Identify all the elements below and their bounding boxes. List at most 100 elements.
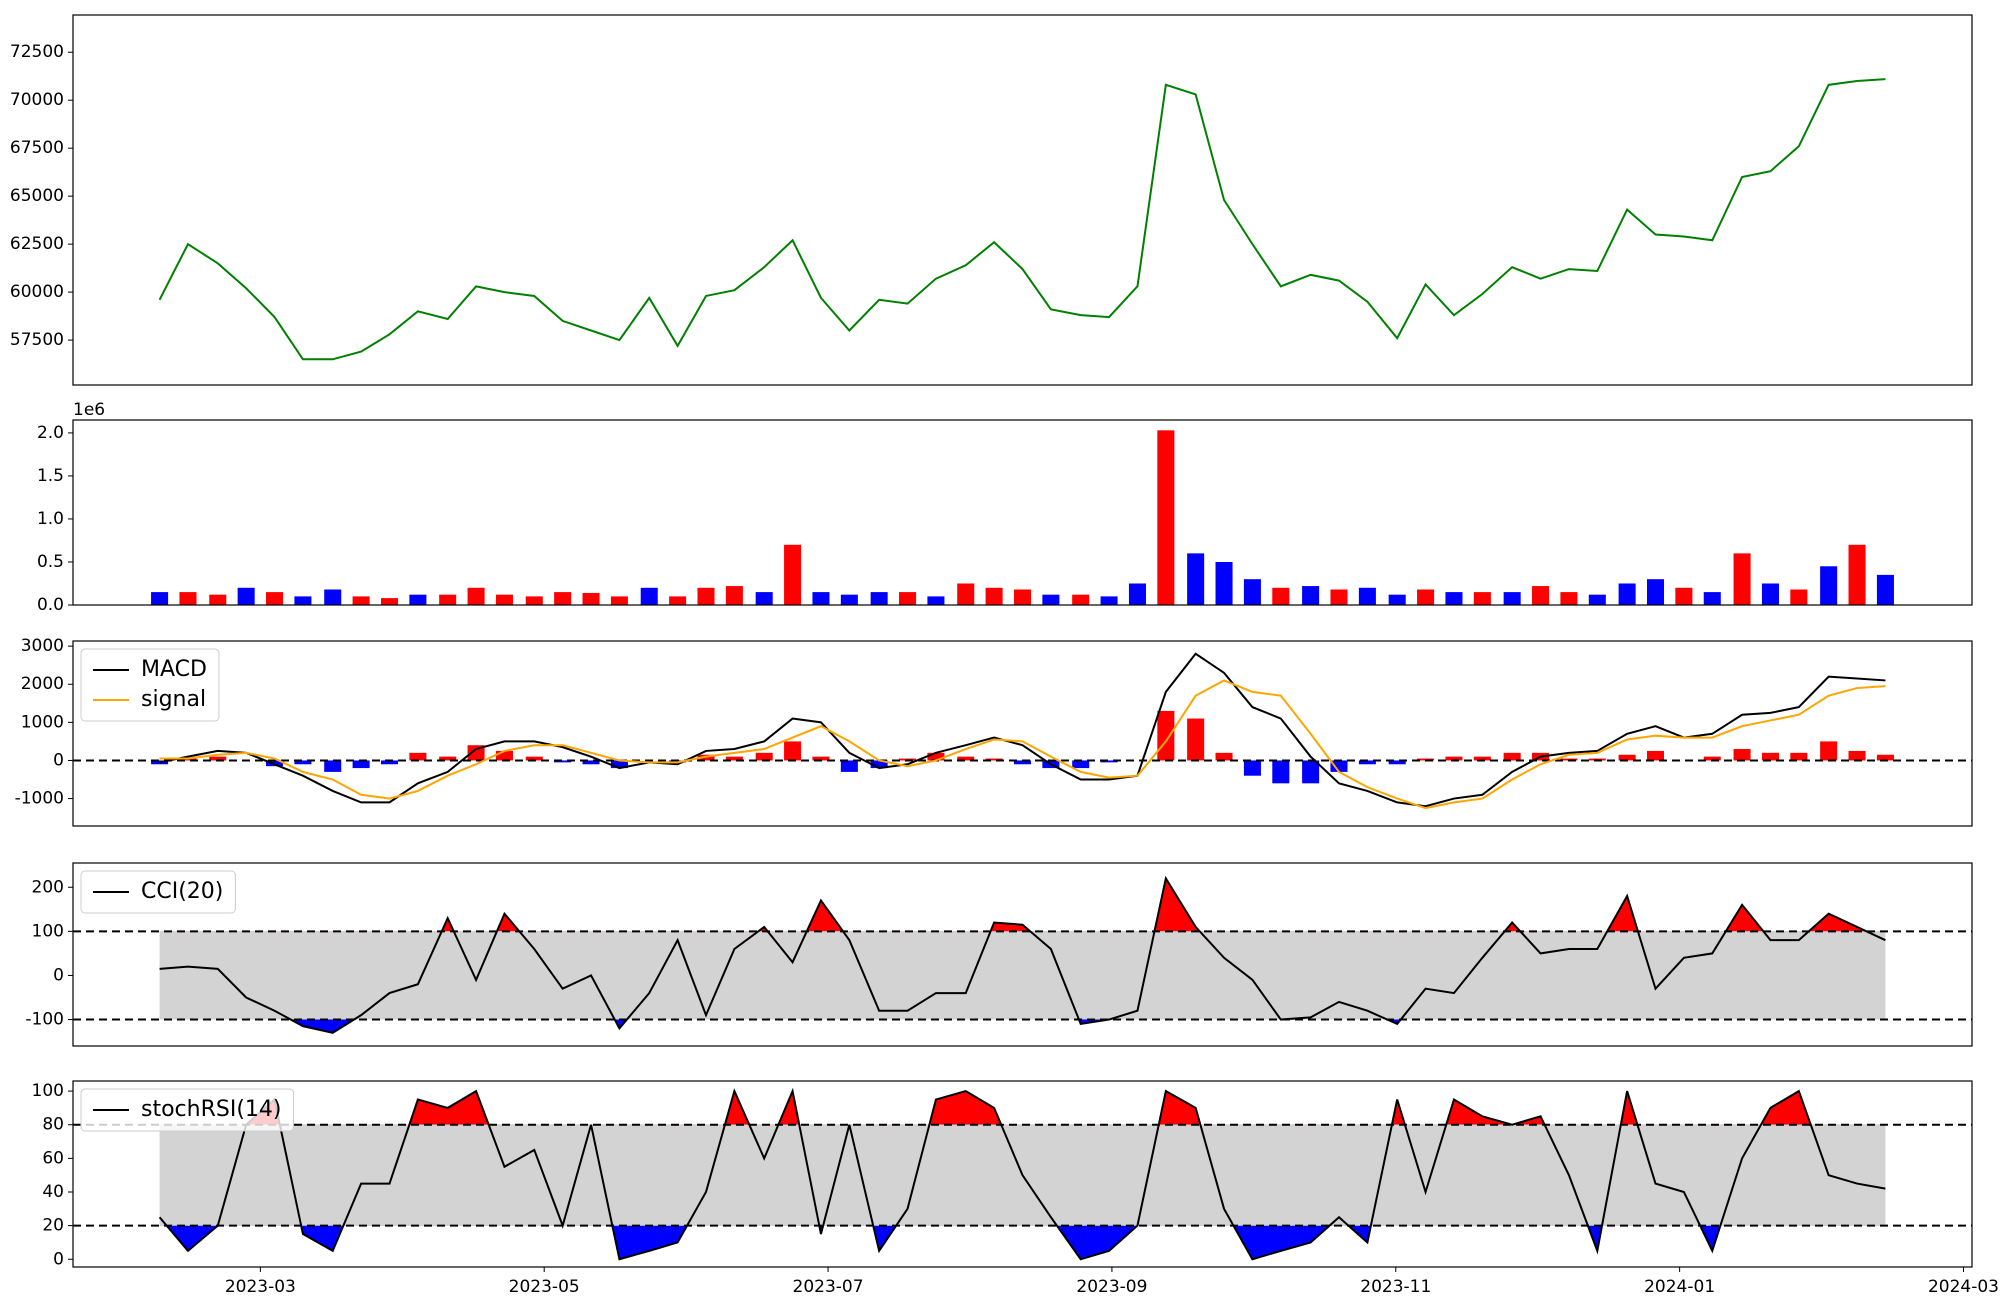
bar xyxy=(1675,587,1693,605)
bar xyxy=(1473,592,1491,605)
plot-frame xyxy=(72,862,1973,1047)
x-tick-label: 2024-01 xyxy=(1644,1277,1715,1297)
bar xyxy=(1588,594,1606,605)
bar xyxy=(324,589,342,605)
x-tick-label: 2023-03 xyxy=(225,1277,296,1297)
bar xyxy=(1646,579,1665,605)
histogram-bar xyxy=(1876,754,1894,761)
histogram-bar xyxy=(1072,760,1090,769)
bar xyxy=(467,587,485,605)
y-tick-label: 65000 xyxy=(10,186,64,206)
legend: stochRSI(14) xyxy=(80,1088,294,1132)
histogram-bar xyxy=(151,760,169,765)
bar xyxy=(957,583,975,605)
histogram-bar xyxy=(1302,760,1320,784)
histogram-bar xyxy=(1733,749,1751,761)
plot-frame xyxy=(72,1080,1973,1268)
bar xyxy=(1848,544,1866,605)
histogram-bar xyxy=(755,752,773,761)
histogram-bar xyxy=(1388,760,1406,765)
histogram-bar xyxy=(870,760,888,769)
histogram-bar xyxy=(985,758,1003,761)
bar xyxy=(1703,592,1721,605)
bar xyxy=(1417,589,1435,605)
bar xyxy=(1187,553,1205,605)
bar xyxy=(495,594,513,605)
bar xyxy=(755,592,773,605)
histogram-bar xyxy=(1187,718,1205,761)
bar xyxy=(1618,583,1636,605)
bar xyxy=(1302,586,1320,605)
bar xyxy=(784,544,802,605)
y-tick-label: 200 xyxy=(32,877,64,897)
x-tick-label: 2023-09 xyxy=(1076,1277,1147,1297)
bar xyxy=(899,592,917,605)
histogram-bar xyxy=(409,752,427,761)
bar xyxy=(1157,430,1175,605)
bar xyxy=(582,592,600,605)
x-tick-label: 2024-03 xyxy=(1928,1277,1999,1297)
bar xyxy=(640,587,658,605)
panel: 57500 60000 62500 65000 67500 70000 72500 xyxy=(10,14,1973,386)
y-tick-label: 2.0 xyxy=(37,423,64,443)
histogram-bar xyxy=(927,752,945,761)
histogram-bar xyxy=(1503,752,1521,761)
histogram-bar xyxy=(1243,760,1261,776)
y-tick-label: 0.0 xyxy=(37,595,64,615)
y-tick-label: 0 xyxy=(53,1249,64,1269)
bar xyxy=(554,592,572,605)
x-tick-label: 2023-11 xyxy=(1360,1277,1431,1297)
bar xyxy=(812,592,830,605)
histogram-bar xyxy=(1330,760,1348,772)
bar xyxy=(237,587,255,605)
plot-frame xyxy=(72,419,1973,606)
bar xyxy=(1761,583,1779,605)
y-tick-label: 60000 xyxy=(10,282,64,302)
histogram-bar xyxy=(554,760,572,763)
bar xyxy=(1358,587,1376,605)
bar xyxy=(1215,561,1233,605)
panel: 0 20 40 60 80 100 stochRSI(14) 2023-03 2023-05 20… xyxy=(32,1080,1999,1297)
bar xyxy=(669,596,687,605)
y-tick-label: 72500 xyxy=(10,42,64,62)
offset-label: 1e6 xyxy=(73,400,105,420)
y-tick-label: 20 xyxy=(42,1216,64,1236)
histogram-bar xyxy=(1820,741,1838,761)
bar xyxy=(1532,586,1550,605)
y-tick-label: 2000 xyxy=(21,674,64,694)
legend: MACD signal xyxy=(80,648,220,722)
bar xyxy=(1560,592,1578,605)
bar xyxy=(1272,587,1290,605)
histogram-bar xyxy=(352,760,370,769)
bar xyxy=(209,594,227,605)
y-tick-label: 100 xyxy=(32,921,64,941)
legend-box xyxy=(80,870,236,914)
y-tick-label: -100 xyxy=(25,1010,64,1030)
histogram-bar xyxy=(784,741,802,761)
legend-label: CCI(20) xyxy=(141,879,223,904)
histogram-bar xyxy=(1013,760,1032,765)
histogram-bar xyxy=(610,760,628,769)
bar xyxy=(1790,589,1808,605)
y-tick-label: 80 xyxy=(42,1115,64,1135)
line xyxy=(158,78,1886,361)
histogram-bar xyxy=(525,756,543,761)
bar xyxy=(1013,589,1032,605)
histogram-bar xyxy=(467,745,485,761)
bar xyxy=(985,587,1003,605)
panel: -1000 0 1000 2000 3000 MACD signal xyxy=(15,636,1973,827)
histogram-bar xyxy=(294,760,312,765)
legend: CCI(20) xyxy=(80,870,236,914)
y-tick-label: 0 xyxy=(53,965,64,985)
bar xyxy=(1100,596,1118,605)
bar xyxy=(1388,594,1406,605)
bar xyxy=(352,596,370,605)
histogram-bar xyxy=(1761,752,1779,761)
legend-box xyxy=(80,1088,294,1132)
bar xyxy=(439,594,457,605)
bar xyxy=(151,592,169,605)
y-tick-label: 40 xyxy=(42,1182,64,1202)
bar xyxy=(1128,583,1146,605)
histogram-bar xyxy=(1445,756,1463,761)
histogram-bar xyxy=(812,756,830,761)
